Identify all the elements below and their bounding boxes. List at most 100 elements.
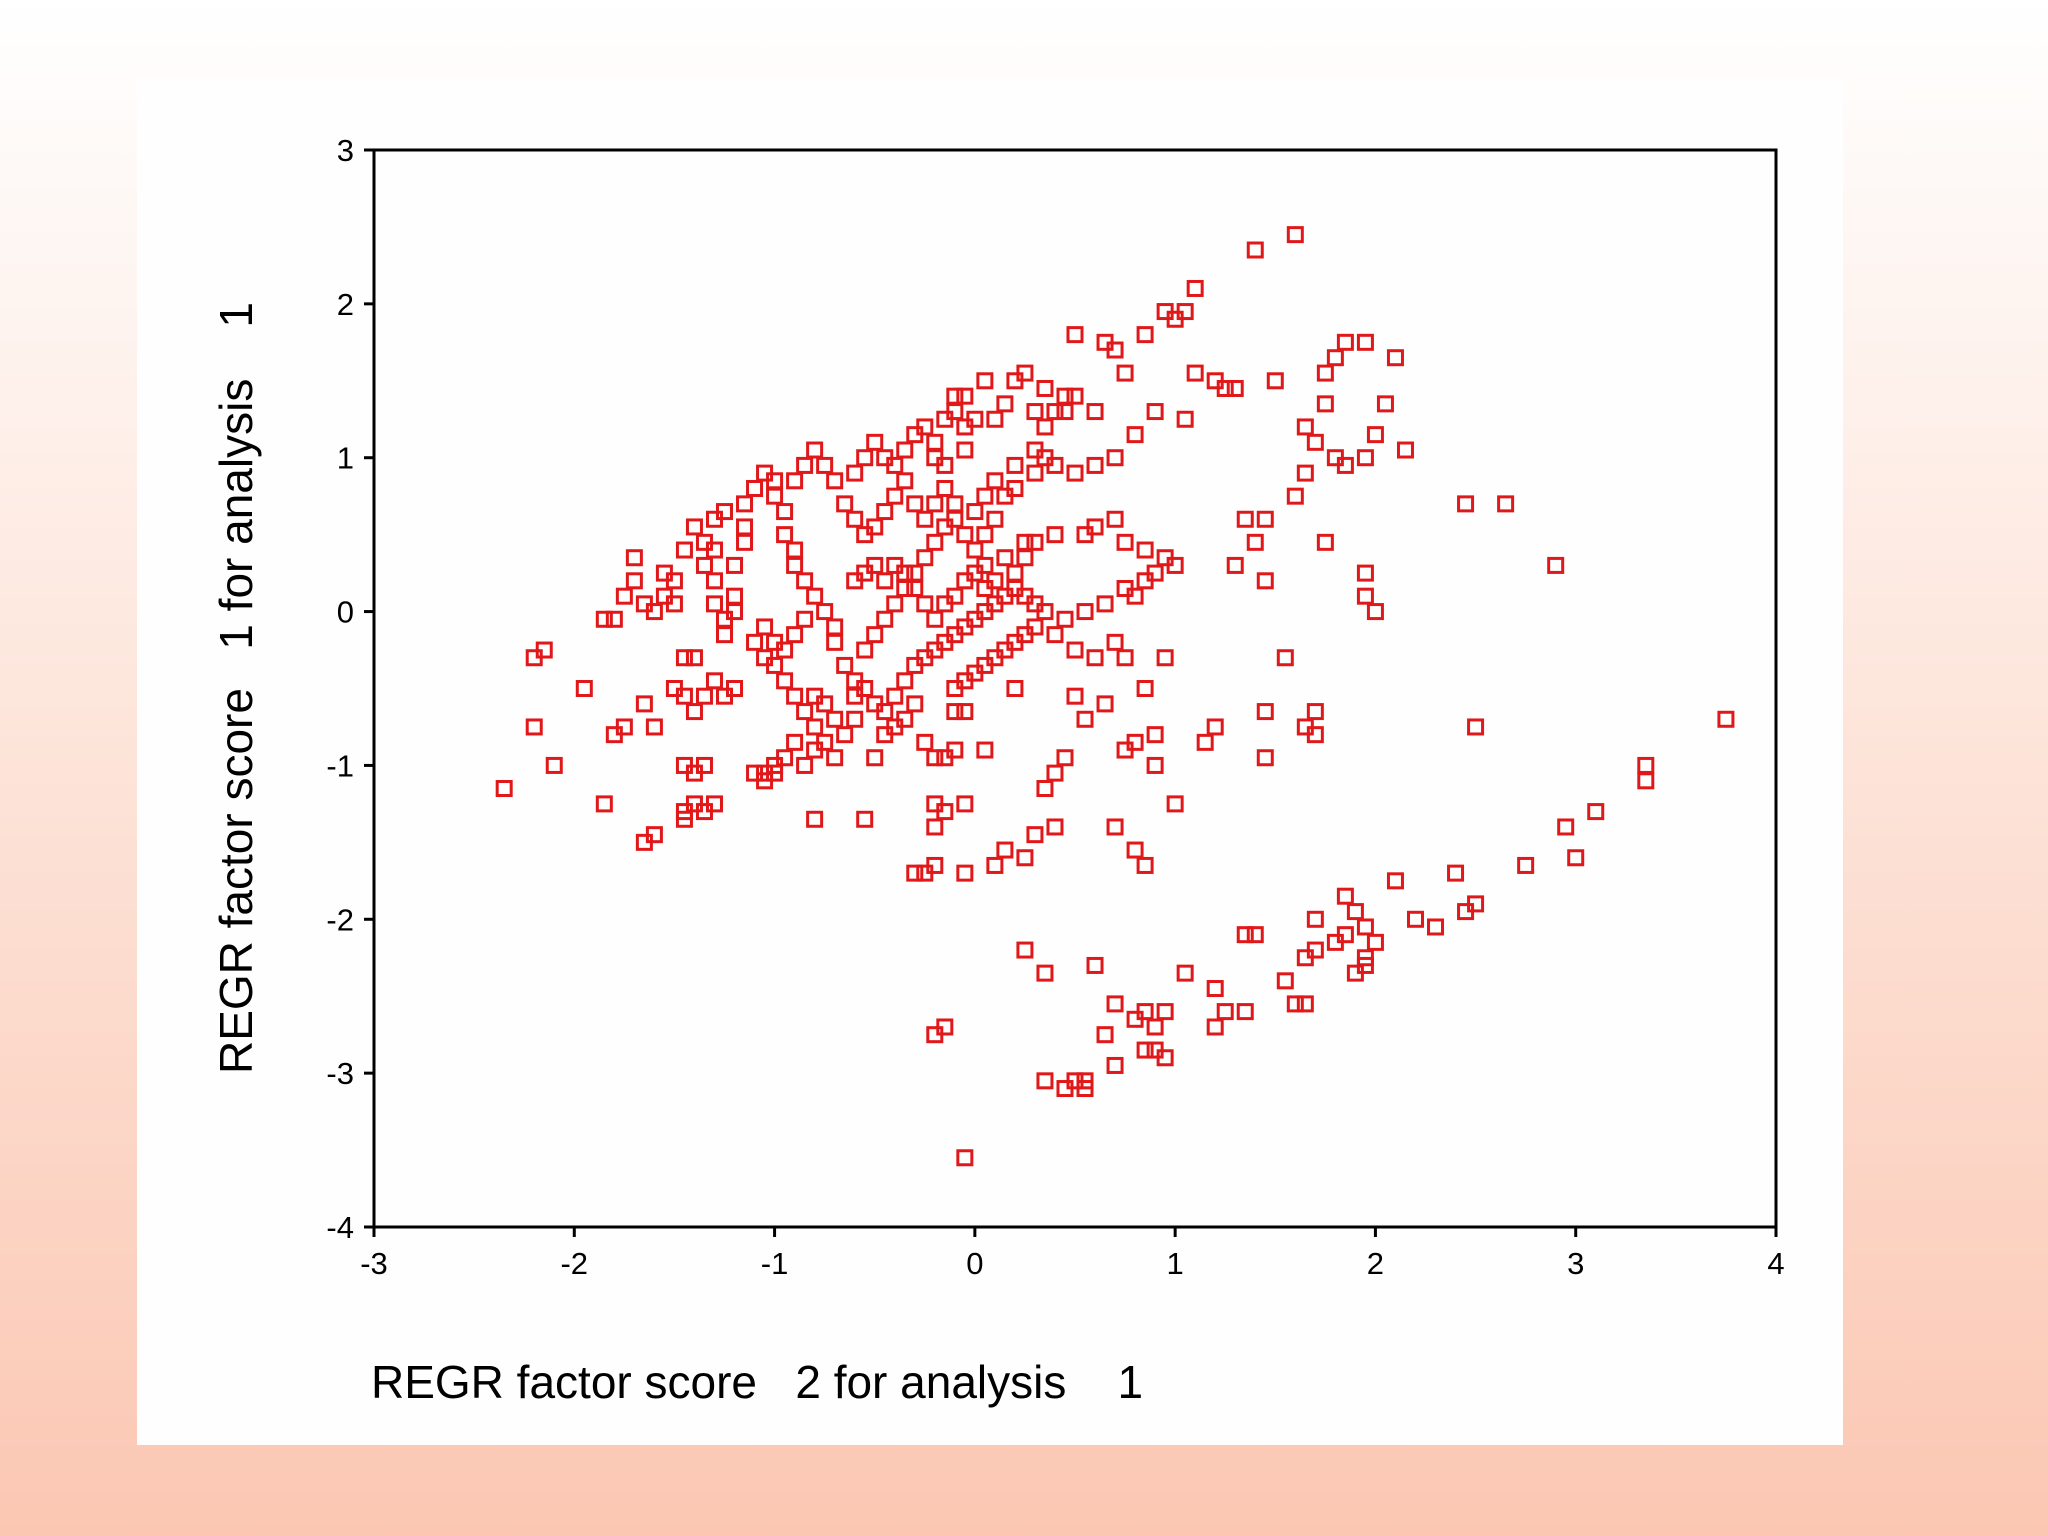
data-point — [1296, 995, 1314, 1013]
data-point — [926, 795, 944, 813]
data-point — [1286, 226, 1304, 244]
y-tick-label: 3 — [337, 133, 354, 168]
data-point — [1386, 349, 1404, 367]
data-point — [1517, 856, 1535, 874]
data-point — [525, 718, 543, 736]
data-point — [866, 626, 884, 644]
data-point — [786, 626, 804, 644]
data-point — [716, 626, 733, 644]
data-point — [1296, 949, 1314, 967]
data-point — [916, 595, 934, 613]
data-point — [856, 810, 874, 828]
data-point — [1066, 464, 1084, 482]
data-point — [1096, 595, 1114, 613]
plot-frame — [372, 148, 1778, 1229]
data-point — [876, 572, 894, 590]
data-point — [946, 495, 964, 513]
data-point — [1036, 1072, 1054, 1090]
data-point — [816, 695, 834, 713]
data-point — [1166, 556, 1184, 574]
data-point — [1256, 572, 1274, 590]
data-point — [1126, 587, 1144, 605]
y-tick-label: 2 — [337, 287, 354, 322]
data-point — [1026, 464, 1044, 482]
data-point — [976, 579, 994, 597]
data-point — [836, 656, 854, 674]
data-point — [916, 864, 934, 882]
data-point — [535, 641, 553, 659]
data-point — [1066, 641, 1084, 659]
data-point — [705, 795, 723, 813]
data-point — [1086, 456, 1104, 474]
data-point — [1296, 464, 1314, 482]
data-point — [1186, 279, 1204, 297]
data-point — [946, 741, 964, 759]
data-point — [1286, 487, 1304, 505]
data-point — [726, 680, 744, 697]
data-point — [1066, 687, 1084, 705]
data-point — [1146, 1018, 1164, 1036]
data-point — [1136, 1041, 1154, 1059]
data-point — [1136, 541, 1154, 559]
x-tick-label: -2 — [560, 1246, 588, 1281]
data-point — [1326, 933, 1344, 951]
x-tick-label: 0 — [966, 1246, 983, 1281]
data-point — [846, 510, 864, 528]
data-point — [1457, 903, 1475, 921]
data-point — [1206, 718, 1224, 736]
data-point — [996, 549, 1014, 567]
data-point — [1366, 426, 1384, 444]
data-point — [866, 556, 884, 574]
data-point — [1126, 1010, 1144, 1028]
data-point — [1086, 403, 1104, 421]
data-point — [896, 564, 914, 582]
data-point — [826, 633, 844, 651]
data-point — [1356, 956, 1374, 974]
data-point — [675, 687, 693, 705]
data-point — [1356, 918, 1374, 936]
data-point — [1136, 680, 1154, 697]
data-point — [1236, 510, 1254, 528]
data-point — [1246, 926, 1264, 944]
data-point — [1336, 887, 1354, 905]
data-point — [1256, 749, 1274, 767]
x-axis-title: REGR factor score 2 for analysis 1 — [371, 1356, 1143, 1408]
data-point — [986, 856, 1004, 874]
data-point — [1056, 749, 1074, 767]
data-point — [1026, 403, 1044, 421]
data-point — [685, 703, 703, 721]
data-point — [1226, 556, 1244, 574]
data-point — [1326, 349, 1344, 367]
data-point — [1076, 710, 1094, 728]
data-point — [946, 587, 964, 605]
y-axis-title: REGR factor score 1 for analysis 1 — [210, 302, 262, 1074]
data-point — [1296, 418, 1314, 436]
data-point — [796, 756, 814, 774]
data-point — [766, 487, 784, 505]
data-point — [1086, 956, 1104, 974]
data-point — [876, 703, 894, 721]
data-point — [956, 864, 974, 882]
data-point — [936, 456, 954, 474]
data-point — [1016, 849, 1034, 867]
data-point — [846, 687, 864, 705]
data-point — [1036, 379, 1054, 397]
data-point — [1206, 372, 1224, 390]
data-point — [1376, 395, 1394, 413]
data-point — [1106, 1056, 1124, 1074]
data-point — [846, 464, 864, 482]
data-point — [545, 756, 563, 774]
data-point — [1306, 910, 1324, 928]
data-point — [956, 703, 974, 721]
data-point — [1156, 1003, 1174, 1021]
data-point — [726, 556, 744, 574]
data-point — [866, 518, 884, 536]
data-point — [776, 672, 794, 690]
data-point — [635, 695, 653, 713]
data-point — [946, 703, 964, 721]
data-point — [966, 410, 984, 428]
data-point — [976, 741, 994, 759]
data-point — [1046, 526, 1064, 544]
data-point — [605, 610, 623, 628]
data-point — [956, 387, 974, 405]
